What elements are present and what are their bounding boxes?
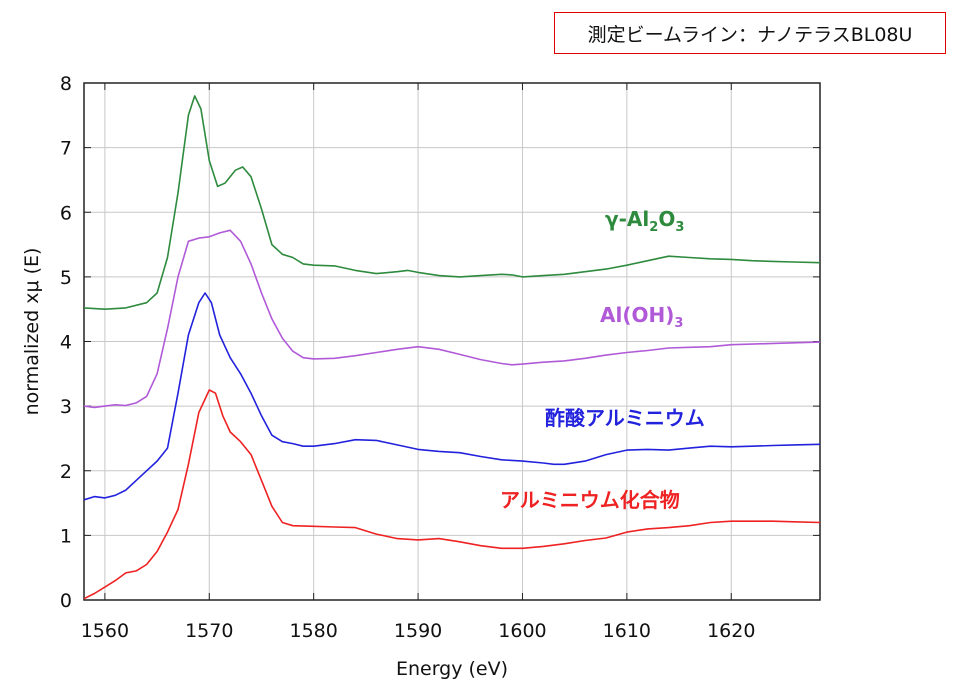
y-tick-label: 0	[60, 590, 72, 612]
series-label-part: 3	[674, 316, 683, 331]
series-label: 酢酸アルミニウム	[545, 406, 705, 430]
y-tick-label: 3	[60, 396, 72, 418]
series-label-part: アルミニウム化合物	[500, 488, 680, 512]
y-tick-label: 1	[60, 525, 72, 547]
series-label-part: 酢酸アルミニウム	[545, 406, 705, 430]
y-tick-label: 7	[60, 138, 72, 160]
series-label: アルミニウム化合物	[500, 488, 680, 512]
y-tick-label: 2	[60, 461, 72, 483]
x-tick-label: 1590	[394, 620, 442, 642]
x-tick-label: 1610	[603, 620, 651, 642]
series-label-part: 2	[649, 220, 658, 235]
series-label-part: γ-Al	[605, 207, 649, 231]
x-tick-label: 1560	[81, 620, 129, 642]
x-axis-label: Energy (eV)	[396, 658, 508, 680]
series-line	[83, 292, 821, 501]
x-tick-label: 1570	[185, 620, 233, 642]
series-label-part: Al(OH)	[600, 303, 674, 327]
series-label-part: O	[658, 207, 675, 231]
beamline-label-box: 測定ビームライン：ナノテラスBL08U	[554, 12, 946, 54]
beamline-label: 測定ビームライン：ナノテラスBL08U	[587, 23, 913, 46]
y-axis-label: normalized xμ (E)	[21, 248, 43, 416]
y-tick-label: 6	[60, 202, 72, 224]
y-tick-label: 8	[60, 73, 72, 95]
series-line	[83, 229, 821, 409]
series-label: γ-Al2O3	[605, 207, 684, 235]
series-line	[83, 389, 821, 600]
y-tick-label: 5	[60, 267, 72, 289]
x-tick-label: 1580	[289, 620, 337, 642]
series-label: Al(OH)3	[600, 303, 683, 331]
x-tick-label: 1620	[707, 620, 755, 642]
x-tick-label: 1600	[498, 620, 546, 642]
y-tick-label: 4	[60, 332, 72, 354]
series-line	[83, 95, 821, 310]
series-label-part: 3	[675, 220, 684, 235]
